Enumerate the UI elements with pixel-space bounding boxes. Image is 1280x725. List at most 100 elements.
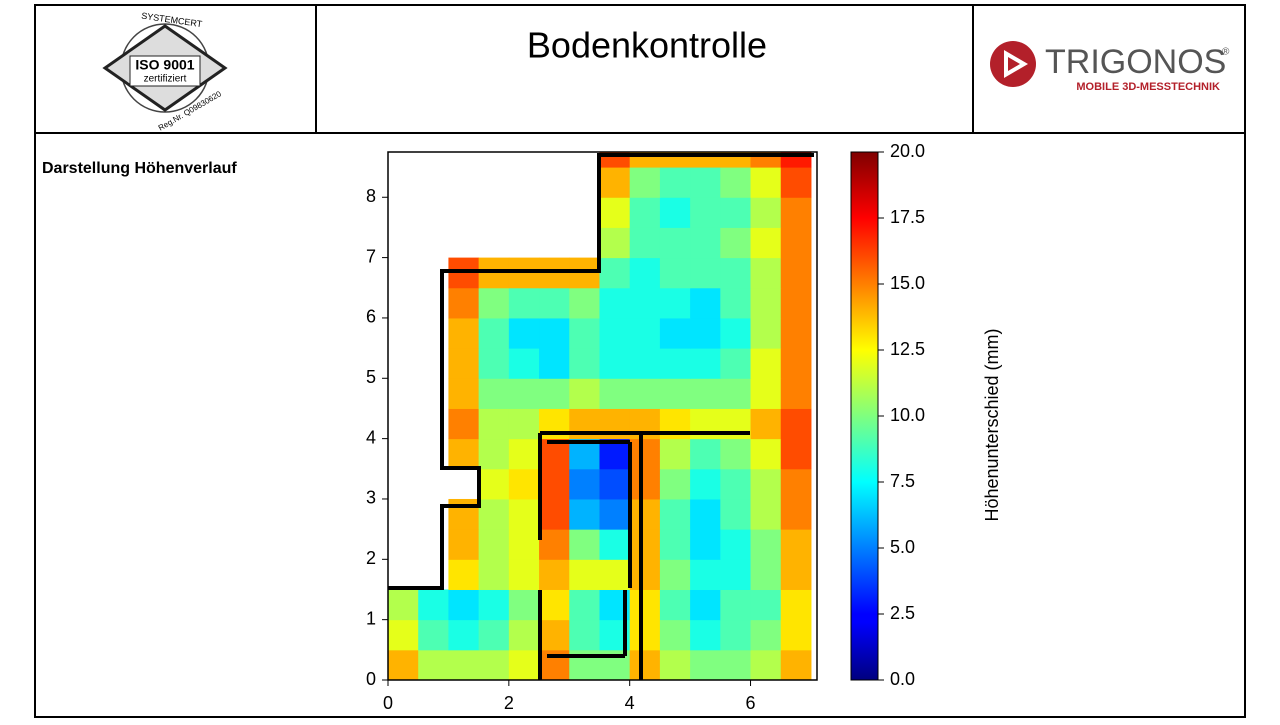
heat-cell [780,529,812,560]
colorbar-tick-label: 20.0 [890,141,925,161]
heat-cell [780,438,812,470]
trademark: ® [1222,47,1230,58]
colorbar-tick-label: 0.0 [890,669,915,689]
heat-cell [448,649,480,681]
heat-cell [539,378,570,409]
heat-cell [448,438,480,470]
y-tick-label: 5 [366,367,376,387]
heat-cell [478,619,510,651]
heat-cell [659,348,691,379]
heat-cell [720,257,752,289]
heat-cell [780,408,812,440]
walls [388,153,814,680]
heat-cell [508,529,540,560]
heat-cell [690,257,721,289]
heat-cell [780,378,812,409]
colorbar-tick-label: 10.0 [890,405,925,425]
heat-cell [750,589,782,621]
heat-cell [539,287,570,319]
y-tick-label: 0 [366,669,376,689]
heat-cell [629,257,661,289]
heat-cell [478,649,510,681]
heat-cell [569,589,600,621]
heat-cell [720,498,752,530]
company-name: TRIGONOS [1045,43,1226,81]
heat-cell [720,167,752,198]
heat-cell [780,468,812,500]
heat-cell [690,619,721,651]
colorbar-tick-label: 5.0 [890,537,915,557]
heat-cell [720,559,752,590]
iso-logo: ISO 9001 zertifiziert SYSTEMCERT Reg.Nr.… [102,11,228,133]
heat-cell [478,408,510,440]
heat-cell [478,529,510,560]
heat-cell [508,438,540,470]
heat-cell [780,227,812,259]
heat-cell [720,317,752,349]
heat-cell [720,529,752,560]
iso-status: zertifiziert [144,74,187,85]
heat-cell [659,529,691,560]
colorbar-tick-label: 12.5 [890,339,925,359]
colorbar-tick-label: 15.0 [890,273,925,293]
heat-cell [780,167,812,198]
heat-cell [599,257,631,289]
x-tick-label: 2 [504,693,514,713]
colorbar-tick-label: 7.5 [890,471,915,491]
heat-cell [629,619,661,651]
heat-cell [478,287,510,319]
heat-cell [478,498,510,530]
heat-cell [720,287,752,319]
heat-cell [659,649,691,681]
heat-cell [418,619,449,651]
heat-cell [629,197,661,228]
heat-cell [750,468,782,500]
y-tick-label: 1 [366,608,376,628]
heat-cell [780,287,812,319]
heat-cell [569,619,600,651]
y-tick-label: 2 [366,548,376,568]
heat-cell [780,317,812,349]
heat-cell [508,498,540,530]
heat-cell [780,649,812,681]
heat-cell [780,559,812,590]
heat-cell [750,498,782,530]
y-tick-label: 4 [366,427,376,447]
heat-cell [629,498,661,530]
heat-cell [448,348,480,379]
heat-cell [508,468,540,500]
heat-cell [599,227,631,259]
heat-cell [388,649,419,681]
heat-cell [629,287,661,319]
heat-cell [659,498,691,530]
heat-cell [720,227,752,259]
heat-cell [539,348,570,379]
heat-cell [599,498,631,530]
heat-cell [629,529,661,560]
heat-cell [599,529,631,560]
heat-cell [599,287,631,319]
heat-cell [690,649,721,681]
company-tagline: MOBILE 3D-MESSTECHNIK [1076,81,1220,93]
heat-cell [690,589,721,621]
heat-cell [418,589,449,621]
heat-cell [750,529,782,560]
section-label: Darstellung Höhenverlauf [42,160,237,177]
heat-cell [508,649,540,681]
heat-cell [569,317,600,349]
heat-cell [599,559,631,590]
heat-cell [478,348,510,379]
heat-cell [659,438,691,470]
colorbar-label: Höhenunterschied (mm) [982,328,1002,521]
heat-cell [478,559,510,590]
heat-cell [569,348,600,379]
heat-cell [750,167,782,198]
heat-cell [478,438,510,470]
company-logo: TRIGONOS ® MOBILE 3D-MESSTECHNIK [990,41,1230,93]
title: Bodenkontrolle [527,25,767,66]
heat-cell [750,317,782,349]
heat-cell [690,559,721,590]
heat-cell [569,287,600,319]
heat-cell [539,529,570,560]
heat-cell [659,468,691,500]
